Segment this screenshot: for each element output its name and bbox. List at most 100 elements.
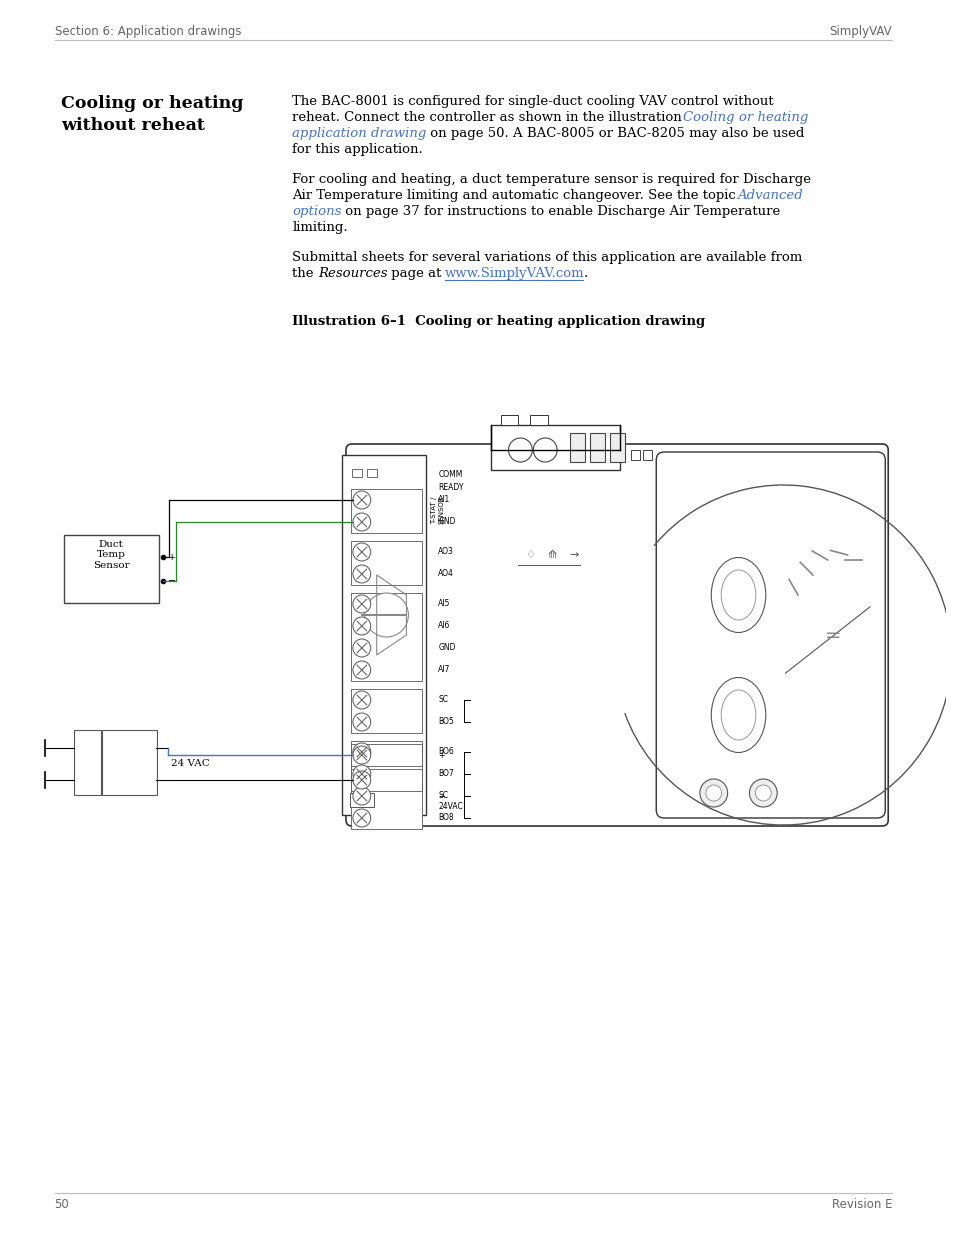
Text: Cooling or heating: Cooling or heating xyxy=(61,95,244,112)
Bar xyxy=(351,769,422,790)
Circle shape xyxy=(749,779,777,806)
Text: AI7: AI7 xyxy=(437,666,450,674)
Text: on page 50. A BAC-8005 or BAC-8205 may also be used: on page 50. A BAC-8005 or BAC-8205 may a… xyxy=(425,127,803,140)
Bar xyxy=(490,425,618,471)
Text: limiting.: limiting. xyxy=(293,221,348,233)
Text: AI6: AI6 xyxy=(437,621,450,631)
Text: −: − xyxy=(168,577,175,585)
Text: The BAC-8001 is configured for single-duct cooling VAV control without: The BAC-8001 is configured for single-du… xyxy=(293,95,773,107)
Circle shape xyxy=(353,809,371,827)
Bar xyxy=(589,433,604,462)
Text: Submittal sheets for several variations of this application are available from: Submittal sheets for several variations … xyxy=(293,251,801,264)
Circle shape xyxy=(353,492,371,509)
Text: T-STAT /
SENSOR: T-STAT / SENSOR xyxy=(431,495,444,524)
Text: Section 6: Application drawings: Section 6: Application drawings xyxy=(54,25,241,38)
Bar xyxy=(102,730,156,795)
Text: =: = xyxy=(823,625,841,645)
Bar xyxy=(609,433,624,462)
Circle shape xyxy=(353,513,371,531)
Text: without reheat: without reheat xyxy=(61,117,205,135)
Text: READY: READY xyxy=(437,483,463,492)
Text: +: + xyxy=(437,751,444,760)
Circle shape xyxy=(353,692,371,709)
Bar xyxy=(351,689,422,734)
Circle shape xyxy=(353,638,371,657)
Circle shape xyxy=(353,543,371,561)
Text: AI5: AI5 xyxy=(437,599,450,609)
Ellipse shape xyxy=(711,678,765,752)
Text: ♢: ♢ xyxy=(525,550,535,559)
Circle shape xyxy=(353,618,371,635)
Bar xyxy=(341,454,426,815)
Bar xyxy=(351,489,422,534)
Bar xyxy=(351,593,422,680)
FancyBboxPatch shape xyxy=(656,452,884,818)
Bar xyxy=(366,469,376,477)
Text: www.SimplyVAV.com: www.SimplyVAV.com xyxy=(444,267,584,280)
Text: Revision E: Revision E xyxy=(831,1198,891,1212)
Bar xyxy=(642,450,652,459)
Text: SC: SC xyxy=(437,695,448,704)
Circle shape xyxy=(508,438,532,462)
Ellipse shape xyxy=(711,557,765,632)
Circle shape xyxy=(353,771,371,789)
Circle shape xyxy=(364,593,408,637)
Text: AO3: AO3 xyxy=(437,547,454,557)
Bar xyxy=(352,469,361,477)
Bar xyxy=(74,730,101,795)
Text: Duct
Temp
Sensor: Duct Temp Sensor xyxy=(92,540,130,569)
Text: AI1: AI1 xyxy=(437,495,450,505)
Text: BO8: BO8 xyxy=(437,814,454,823)
Circle shape xyxy=(353,787,371,805)
Circle shape xyxy=(700,779,727,806)
Text: BO7: BO7 xyxy=(437,769,454,778)
Text: BO6: BO6 xyxy=(437,747,454,757)
Text: BO5: BO5 xyxy=(437,718,454,726)
Text: Advanced: Advanced xyxy=(736,189,801,203)
Text: Illustration 6–1  Cooling or heating application drawing: Illustration 6–1 Cooling or heating appl… xyxy=(293,315,705,329)
Bar xyxy=(351,541,422,585)
Bar xyxy=(631,450,639,459)
Bar xyxy=(350,793,374,806)
Bar xyxy=(351,743,422,766)
Text: AO4: AO4 xyxy=(437,569,454,578)
Circle shape xyxy=(755,785,770,802)
Text: on page 37 for instructions to enable Discharge Air Temperature: on page 37 for instructions to enable Di… xyxy=(341,205,780,219)
Text: options: options xyxy=(293,205,341,219)
Bar xyxy=(500,415,517,425)
Circle shape xyxy=(353,743,371,761)
Ellipse shape xyxy=(720,571,755,620)
Circle shape xyxy=(353,713,371,731)
Text: COMM: COMM xyxy=(437,471,462,479)
Text: 50: 50 xyxy=(54,1198,70,1212)
FancyArrowPatch shape xyxy=(784,606,869,673)
Text: 24 VAC: 24 VAC xyxy=(171,760,209,768)
Text: for this application.: for this application. xyxy=(293,143,423,156)
Text: SimplyVAV: SimplyVAV xyxy=(829,25,891,38)
Bar xyxy=(65,535,158,603)
Text: −
24VAC: − 24VAC xyxy=(437,792,462,811)
Text: GND: GND xyxy=(437,643,456,652)
Text: Cooling or heating: Cooling or heating xyxy=(682,111,807,124)
Ellipse shape xyxy=(720,690,755,740)
Text: reheat. Connect the controller as shown in the illustration: reheat. Connect the controller as shown … xyxy=(293,111,686,124)
Circle shape xyxy=(533,438,557,462)
Text: ⟰: ⟰ xyxy=(547,550,557,559)
Bar xyxy=(530,415,548,425)
Text: →: → xyxy=(569,550,578,559)
Bar xyxy=(351,741,422,829)
FancyBboxPatch shape xyxy=(346,445,887,826)
Circle shape xyxy=(353,764,371,783)
Text: Resources: Resources xyxy=(317,267,387,280)
Bar xyxy=(569,433,584,462)
Text: application drawing: application drawing xyxy=(293,127,426,140)
Text: SC: SC xyxy=(437,792,448,800)
Circle shape xyxy=(353,595,371,613)
Circle shape xyxy=(353,564,371,583)
Circle shape xyxy=(353,661,371,679)
Text: +: + xyxy=(168,553,175,562)
Text: For cooling and heating, a duct temperature sensor is required for Discharge: For cooling and heating, a duct temperat… xyxy=(293,173,811,186)
Text: page at: page at xyxy=(387,267,445,280)
Text: .: . xyxy=(583,267,587,280)
Circle shape xyxy=(705,785,720,802)
